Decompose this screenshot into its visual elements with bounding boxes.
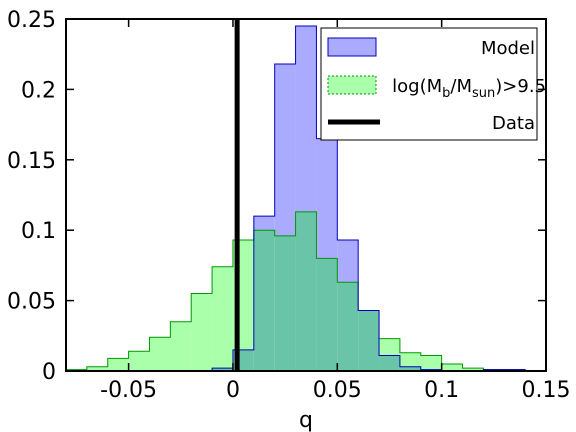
x-tick-label: 0.15	[522, 378, 571, 403]
histogram-bar-model	[253, 216, 275, 231]
histogram-bar-overlap	[337, 282, 359, 371]
histogram-bar-overlap	[295, 211, 317, 371]
histogram-bar-model	[295, 26, 317, 212]
plot-frame	[65, 18, 547, 372]
y-tick-label: 0.2	[21, 78, 56, 103]
histogram-bar-massive	[441, 363, 463, 371]
histogram-bar-massive	[379, 338, 400, 356]
x-tick-label: -0.05	[100, 378, 157, 403]
histogram-bar-massive	[170, 321, 192, 371]
histogram-bar-massive	[149, 337, 171, 371]
histogram-bar-overlap	[379, 355, 400, 371]
y-tick-label: 0.1	[21, 219, 56, 244]
series-outline-massive	[65, 211, 546, 372]
legend-label-massive: log(Mb/Msun)>9.5	[392, 76, 546, 101]
x-axis-title: q	[299, 408, 313, 432]
legend: Model log(Mb/Msun)>9.5 Data	[320, 27, 546, 141]
legend-swatch-model	[327, 37, 377, 57]
y-tick-label: 0.05	[7, 290, 56, 315]
histogram-bar-overlap	[212, 368, 233, 371]
x-tick-label: 0.05	[313, 378, 362, 403]
legend-swatch-massive	[327, 75, 377, 95]
x-tick-label: 0.1	[424, 378, 459, 403]
histogram-bar-massive	[86, 366, 108, 371]
y-tick-label: 0	[42, 360, 56, 385]
histogram-bar-model	[274, 64, 296, 236]
histogram-bar-massive	[462, 368, 484, 371]
histogram-bar-model	[337, 240, 359, 283]
plot-area	[65, 19, 546, 372]
histogram-bar-overlap	[399, 366, 421, 371]
histogram-bar-overlap	[358, 310, 380, 371]
y-tick-label: 0.25	[7, 8, 56, 33]
x-tick-label: 0	[226, 378, 240, 403]
legend-label-data: Data	[492, 113, 535, 134]
histogram-bar-overlap	[316, 258, 338, 371]
histogram-bar-massive	[420, 355, 442, 370]
histogram-bar-massive	[128, 351, 150, 371]
y-tick-label: 0.15	[7, 149, 56, 174]
histogram-bar-massive	[107, 358, 129, 371]
histogram-bar-overlap	[253, 230, 275, 371]
axis-ticks: -0.05 0 0.05 0.1 0.15 0 0.05 0.1 0.15 0.2 0.25	[7, 8, 570, 403]
histogram-bar-model	[316, 138, 338, 259]
histogram-bar-massive	[399, 352, 421, 367]
histogram-bar-overlap	[274, 235, 296, 371]
histogram-bar-massive	[212, 266, 233, 369]
legend-label-model: Model	[481, 38, 535, 59]
histogram-bar-massive	[191, 293, 213, 371]
